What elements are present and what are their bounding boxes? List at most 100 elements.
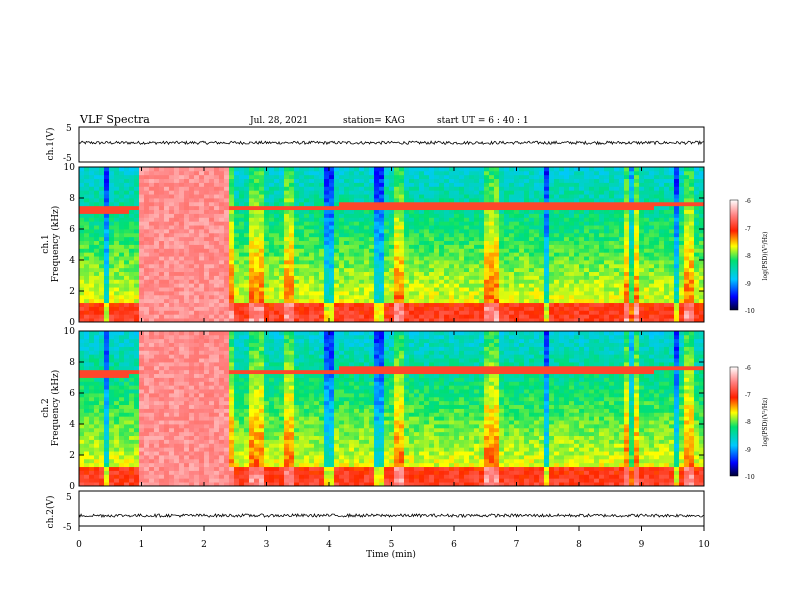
spectrogram-cell [564, 229, 570, 234]
spectrogram-cell [524, 252, 530, 257]
spectrogram-cell [79, 167, 85, 172]
spectrogram-cell [249, 205, 255, 211]
spectrogram-cell [364, 306, 370, 311]
spectrogram-cell [669, 310, 675, 315]
spectrogram-cell [374, 174, 380, 180]
spectrogram-cell [164, 186, 170, 191]
spectrogram-cell [504, 170, 510, 176]
spectrogram-cell [659, 263, 665, 269]
spectrogram-cell [574, 260, 580, 265]
spectrogram-cell [679, 287, 685, 292]
spectrogram-cell [264, 194, 270, 199]
spectrogram-cell [549, 318, 555, 323]
spectrogram-cell [394, 209, 400, 214]
spectrogram-cell [359, 174, 365, 180]
spectrogram-cell [144, 221, 150, 226]
spectrogram-cell [129, 275, 135, 280]
spectrogram-cell [144, 310, 150, 315]
spectrogram-cell [139, 213, 145, 218]
spectrogram-cell [329, 225, 335, 230]
spectrogram-cell [434, 267, 440, 273]
spectrogram-cell [419, 279, 425, 284]
spectrogram-cell [359, 205, 365, 211]
spectrogram-cell [634, 252, 640, 257]
spectrogram-cell [219, 217, 225, 222]
spectrogram-cell [614, 310, 620, 315]
spectrogram-cell [79, 236, 85, 242]
spectrogram-cell [699, 256, 705, 261]
spectrogram-cell [124, 225, 130, 230]
spectrogram-cell [464, 167, 470, 172]
spectrogram-cell [309, 232, 315, 238]
spectrogram-cell [549, 244, 555, 249]
spectrogram-cell [249, 256, 255, 261]
spectrogram-cell [294, 306, 300, 311]
spectrogram-cell [209, 287, 215, 292]
spectrogram-cell [274, 248, 280, 253]
spectrogram-cell [104, 267, 110, 273]
spectrogram-cell [549, 236, 555, 242]
spectrogram-cell [394, 279, 400, 284]
spectrogram-cell [599, 198, 605, 203]
spectrogram-cell [369, 170, 375, 176]
spectrogram-cell [384, 283, 390, 288]
spectrogram-cell [524, 287, 530, 292]
spectrogram-cell [209, 302, 215, 307]
spectrogram-cell [114, 271, 120, 276]
spectrogram-cell [399, 240, 405, 245]
spectrogram-cell [119, 310, 125, 315]
spectrogram-cell [494, 240, 500, 245]
spectrogram-cell [579, 167, 585, 172]
spectrogram-cell [234, 190, 240, 195]
spectrogram-cell [684, 275, 690, 280]
spectrogram-cell [244, 194, 250, 199]
spectrogram-cell [549, 190, 555, 195]
spectrogram-cell [669, 221, 675, 226]
spectrogram-cell [219, 201, 225, 207]
spectrogram-cell [134, 198, 140, 203]
spectrogram-cell [584, 182, 590, 187]
spectrogram-cell [259, 248, 265, 253]
spectrogram-cell [584, 275, 590, 280]
spectrogram-cell [674, 178, 680, 183]
spectrogram-cell [114, 294, 120, 300]
spectrogram-cell [364, 310, 370, 315]
spectrogram-cell [589, 198, 595, 203]
spectrogram-cell [289, 306, 295, 311]
spectrogram-cell [79, 217, 85, 222]
spectrogram-cell [324, 190, 330, 195]
spectrogram-cell [319, 198, 325, 203]
spectrogram-cell [444, 314, 450, 319]
spectrogram-cell [574, 236, 580, 242]
spectrogram-cell [339, 283, 345, 288]
spectrogram-cell [684, 310, 690, 315]
spectrogram-cell [269, 209, 275, 214]
spectrogram-cell [524, 283, 530, 288]
spectrogram-cell [544, 252, 550, 257]
spectrogram-cell [604, 194, 610, 199]
spectrogram-cell [534, 182, 540, 187]
spectrogram-cell [354, 294, 360, 300]
spectrogram-cell [634, 178, 640, 183]
spectrogram-cell [84, 221, 90, 226]
spectrogram-cell [164, 248, 170, 253]
spectrogram-cell [159, 275, 165, 280]
spectrogram-cell [334, 314, 340, 319]
spectrogram-cell [699, 294, 705, 300]
spectrogram-cell [204, 229, 210, 234]
spectrogram-cell [129, 314, 135, 319]
spectrogram-cell [489, 213, 495, 218]
spectrogram-cell [574, 240, 580, 245]
spectrogram-cell [554, 267, 560, 273]
spectrogram-cell [209, 178, 215, 183]
spectrogram-cell [194, 236, 200, 242]
spectrogram-cell [599, 279, 605, 284]
spectrogram-cell [249, 170, 255, 176]
spectrogram-cell [454, 271, 460, 276]
spectrogram-cell [229, 287, 235, 292]
spectrogram-cell [114, 221, 120, 226]
spectrogram-cell [254, 167, 260, 172]
spectrogram-cell [329, 298, 335, 304]
spectrogram-cell [309, 263, 315, 269]
spectrogram-cell [514, 302, 520, 307]
